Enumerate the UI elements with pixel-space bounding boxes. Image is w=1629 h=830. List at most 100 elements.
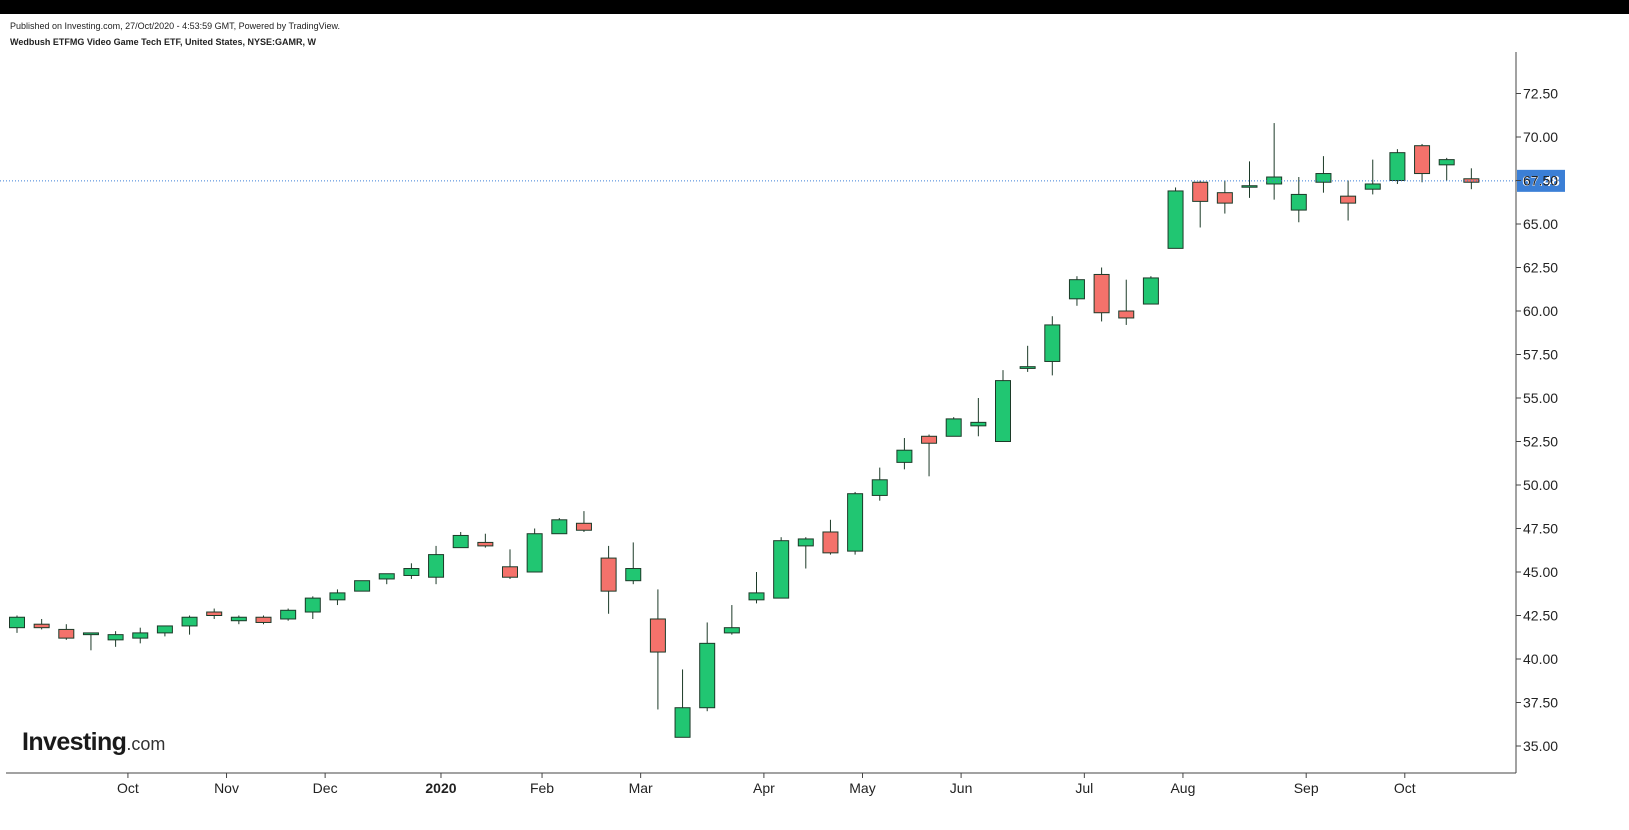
x-tick-label: Mar bbox=[629, 780, 653, 796]
current-price-layer: 67.48 bbox=[0, 169, 1565, 192]
y-tick-label: 62.50 bbox=[1523, 260, 1558, 276]
candle-body-up bbox=[1438, 159, 1455, 166]
candle-body-up bbox=[945, 418, 962, 437]
y-tick-label: 55.00 bbox=[1523, 390, 1558, 406]
candle-body-down bbox=[1463, 178, 1480, 183]
candle bbox=[1142, 276, 1159, 305]
candle-body-down bbox=[1093, 273, 1110, 314]
candle bbox=[995, 370, 1011, 443]
candle bbox=[1364, 159, 1381, 195]
candle-body-up bbox=[230, 616, 247, 622]
candle-body-down bbox=[58, 628, 75, 639]
candle bbox=[1463, 168, 1480, 190]
candle bbox=[847, 491, 864, 555]
investing-logo: Investing.com bbox=[22, 728, 165, 757]
x-tick-label: Sep bbox=[1294, 780, 1319, 796]
candle bbox=[871, 467, 888, 501]
x-tick-label: Aug bbox=[1170, 780, 1195, 796]
candle-body-up bbox=[1019, 366, 1036, 369]
y-tick-label: 67.50 bbox=[1523, 173, 1558, 189]
candle bbox=[600, 545, 617, 614]
candle-body-up bbox=[1044, 324, 1061, 362]
candle bbox=[354, 580, 371, 592]
candle bbox=[1241, 161, 1258, 198]
candle bbox=[1167, 187, 1184, 249]
candle-body-up bbox=[329, 592, 346, 601]
x-tick-label: Oct bbox=[1394, 780, 1416, 796]
candle bbox=[1192, 180, 1209, 228]
candle-body-up bbox=[748, 592, 765, 601]
candle bbox=[329, 589, 346, 606]
candle bbox=[896, 438, 913, 470]
candle-body-up bbox=[9, 616, 25, 629]
candle bbox=[132, 627, 149, 644]
candle bbox=[428, 545, 445, 585]
candle-body-up bbox=[156, 625, 173, 634]
candle bbox=[1290, 177, 1307, 223]
candle-body-up bbox=[970, 421, 987, 427]
candle bbox=[723, 605, 740, 635]
candle bbox=[1315, 156, 1332, 193]
candle-body-down bbox=[477, 541, 494, 547]
candle-body-down bbox=[1192, 181, 1209, 202]
current-price-label: 67.48 bbox=[1522, 173, 1560, 190]
x-tick-label: Feb bbox=[530, 780, 554, 796]
candle bbox=[699, 622, 716, 712]
candle bbox=[526, 528, 543, 573]
candle bbox=[156, 625, 173, 637]
candle-body-up bbox=[1290, 193, 1307, 211]
candle-body-up bbox=[107, 634, 124, 641]
candle-body-up bbox=[551, 519, 568, 535]
y-tick-label: 70.00 bbox=[1523, 129, 1558, 145]
x-tick-label: 2020 bbox=[425, 780, 456, 796]
candle bbox=[822, 519, 839, 555]
candle-body-down bbox=[575, 522, 592, 531]
candle-body-up bbox=[132, 632, 149, 639]
candle-body-up bbox=[1315, 173, 1332, 183]
candle bbox=[575, 511, 592, 532]
candle bbox=[945, 417, 962, 437]
y-tick-label: 47.50 bbox=[1523, 521, 1558, 537]
x-tick-label: Nov bbox=[214, 780, 239, 796]
candle bbox=[9, 615, 25, 633]
candle bbox=[452, 531, 469, 549]
candle-body-up bbox=[1068, 279, 1085, 300]
candle-body-up bbox=[699, 642, 716, 709]
candle-body-down bbox=[649, 618, 666, 653]
candle bbox=[1068, 276, 1085, 306]
candle bbox=[1093, 267, 1110, 322]
candle-body-down bbox=[502, 566, 518, 578]
x-tick-label: Oct bbox=[117, 780, 139, 796]
candle-body-up bbox=[354, 580, 371, 592]
candle-body-up bbox=[1389, 152, 1406, 182]
candle bbox=[551, 518, 568, 535]
x-tick-label: May bbox=[849, 780, 875, 796]
candle bbox=[1118, 279, 1135, 325]
candle bbox=[403, 563, 420, 579]
candle bbox=[1340, 180, 1357, 221]
candle-body-up bbox=[773, 540, 790, 599]
x-tick-label: Dec bbox=[313, 780, 338, 796]
candle bbox=[502, 549, 518, 579]
published-note: Published on Investing.com, 27/Oct/2020 … bbox=[10, 21, 341, 31]
candle-body-up bbox=[1167, 190, 1184, 249]
candle-body-down bbox=[1414, 145, 1431, 175]
candle-body-down bbox=[1340, 195, 1357, 204]
current-price-label-bg bbox=[1517, 169, 1565, 192]
candle-body-down bbox=[822, 531, 839, 554]
candle bbox=[230, 615, 247, 625]
y-tick-label: 37.50 bbox=[1523, 695, 1558, 711]
candle-body-up bbox=[181, 616, 198, 627]
candle-body-up bbox=[82, 632, 99, 636]
candle-body-up bbox=[625, 568, 642, 582]
candle-body-up bbox=[526, 533, 543, 573]
candle-body-up bbox=[723, 627, 740, 634]
logo-suffix: .com bbox=[126, 734, 166, 754]
candle-body-down bbox=[921, 435, 938, 444]
y-tick-label: 65.00 bbox=[1523, 216, 1558, 232]
y-tick-label: 40.00 bbox=[1523, 651, 1558, 667]
axes-layer: 35.00 37.50 40.00 42.50 45.00 47.50 50.00 52.50… bbox=[6, 52, 1558, 796]
candle bbox=[1414, 143, 1431, 183]
candle-body-up bbox=[452, 534, 469, 549]
